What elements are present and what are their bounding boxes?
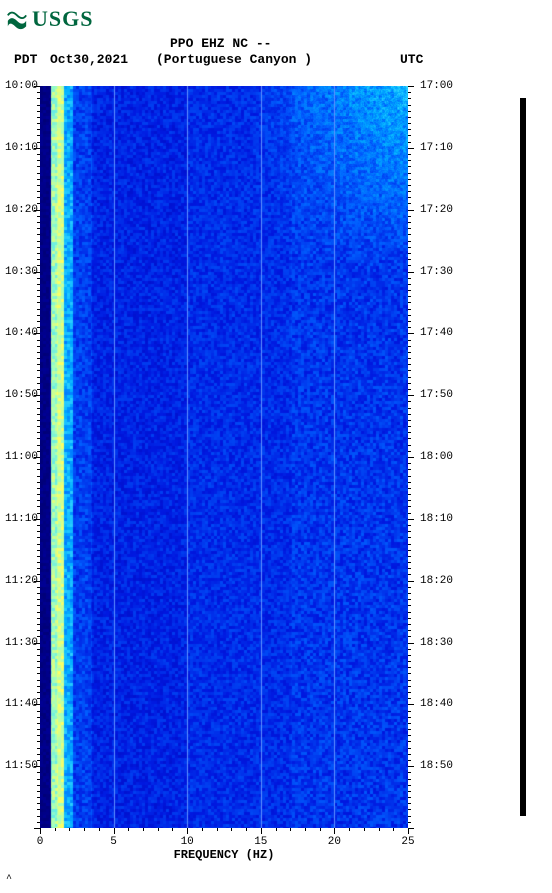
- tz-left: PDT: [14, 52, 37, 67]
- y-right-label: 18:50: [420, 760, 453, 772]
- station-code: PPO EHZ NC --: [170, 36, 271, 51]
- usgs-logo-text: USGS: [32, 6, 93, 32]
- x-label: 15: [254, 836, 267, 848]
- caret-mark: ^: [6, 874, 12, 885]
- x-label: 5: [110, 836, 117, 848]
- y-right-label: 17:30: [420, 266, 453, 278]
- y-right-label: 18:20: [420, 575, 453, 587]
- y-right-label: 17:10: [420, 142, 453, 154]
- tz-right: UTC: [400, 52, 423, 67]
- colorbar: [520, 98, 526, 816]
- wave-icon: [6, 8, 28, 30]
- x-label: 20: [328, 836, 341, 848]
- y-right-label: 17:20: [420, 204, 453, 216]
- y-right-label: 18:30: [420, 637, 453, 649]
- usgs-logo: USGS: [6, 6, 93, 32]
- spectrogram-canvas: [40, 86, 408, 828]
- spectrogram-plot: [40, 86, 408, 828]
- date: Oct30,2021: [50, 52, 128, 67]
- y-right-label: 18:10: [420, 513, 453, 525]
- y-right-ticks: [408, 86, 416, 828]
- y-right-label: 18:40: [420, 698, 453, 710]
- y-right-label: 17:40: [420, 327, 453, 339]
- y-right-label: 17:00: [420, 80, 453, 92]
- x-label: 25: [401, 836, 414, 848]
- x-ticks: [40, 828, 408, 836]
- y-right-label: 17:50: [420, 389, 453, 401]
- x-axis-title: FREQUENCY (HZ): [40, 848, 408, 862]
- station-name: (Portuguese Canyon ): [156, 52, 312, 67]
- y-left-ticks: [36, 86, 40, 828]
- x-label: 10: [181, 836, 194, 848]
- y-right-labels: 17:0017:1017:2017:3017:4017:5018:0018:10…: [416, 86, 460, 828]
- x-label: 0: [37, 836, 44, 848]
- y-right-label: 18:00: [420, 451, 453, 463]
